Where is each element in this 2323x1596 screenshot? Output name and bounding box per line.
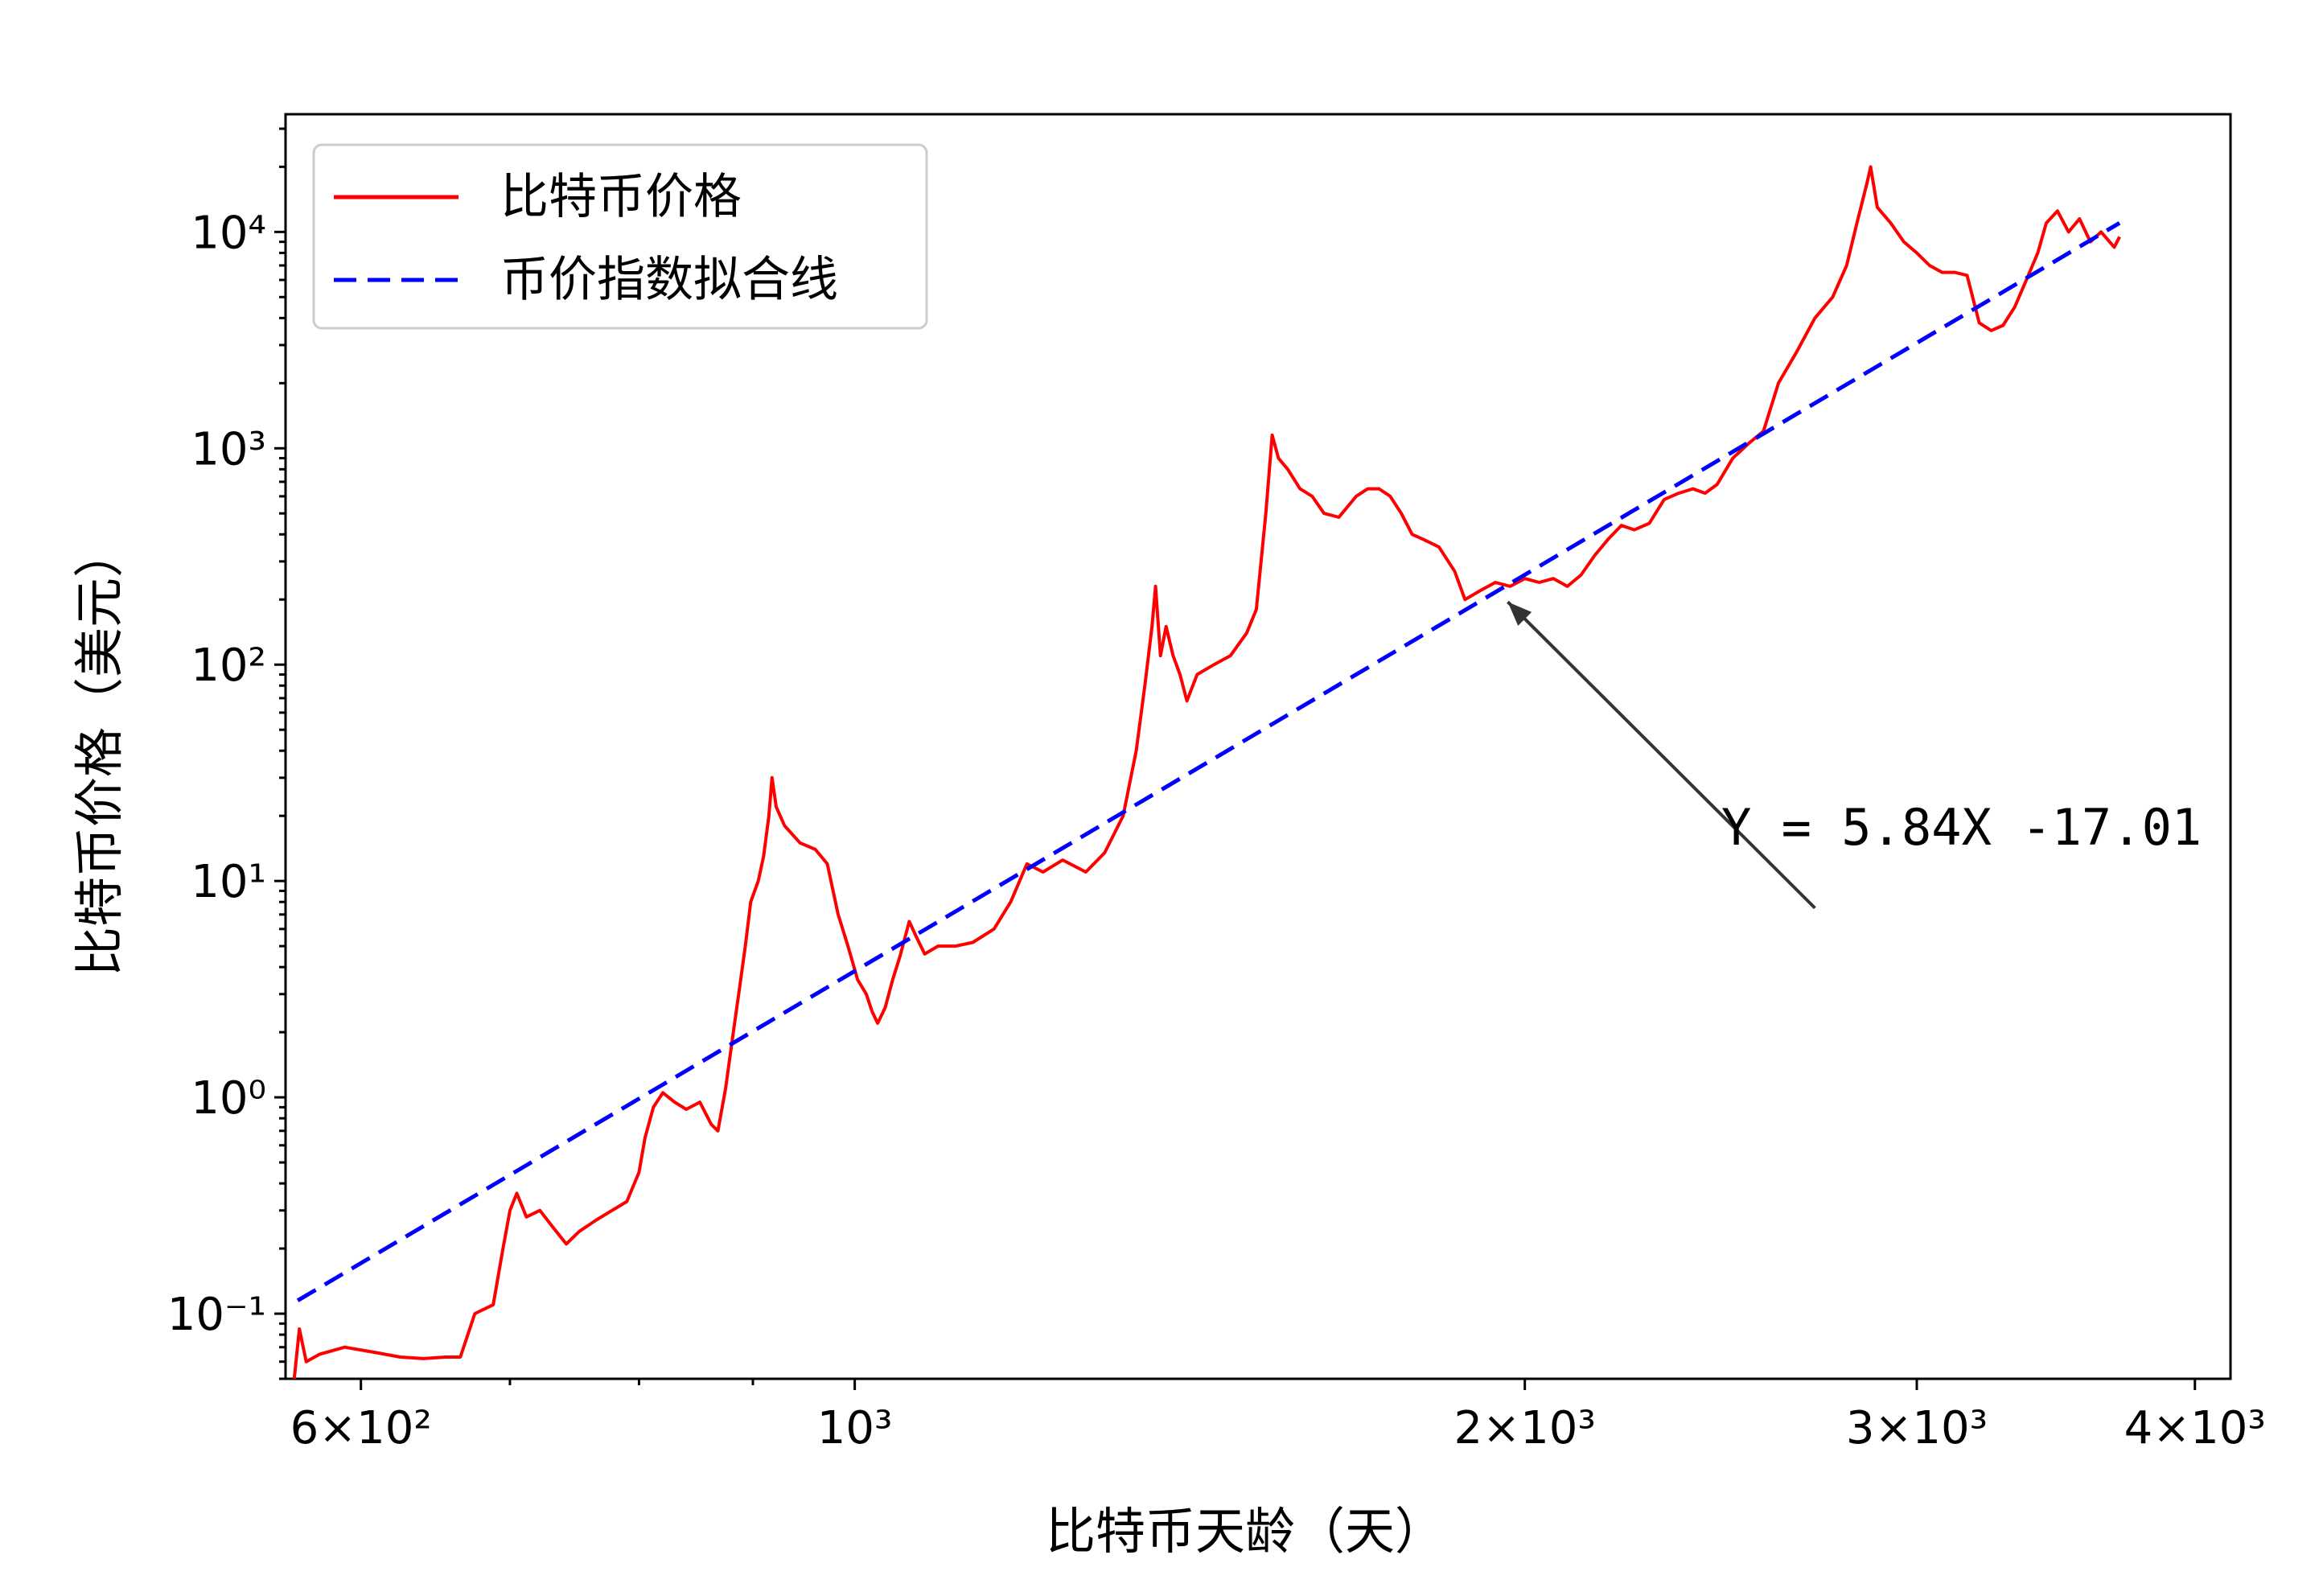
x-tick-label: 4×10³ [2124, 1402, 2266, 1454]
x-axis-label: 比特币天龄（天） [1046, 1502, 1445, 1561]
y-tick-label: 10⁻¹ [167, 1289, 266, 1341]
x-tick-label: 2×10³ [1454, 1402, 1596, 1454]
legend-label-price: 比特币价格 [500, 169, 742, 225]
annotation-text: Y = 5.84X -17.01 [1721, 798, 2202, 857]
x-axis: 6×10² 10³ 2×10³ 3×10³ 4×10³ [290, 1379, 2266, 1454]
legend-box [312, 143, 928, 330]
legend-label-fit: 币价指数拟合线 [500, 252, 838, 308]
plot-area-frame [284, 113, 2232, 1380]
y-axis-label: 比特币价格（美元） [70, 528, 129, 977]
fit-series-line [296, 221, 2121, 1302]
x-tick-label: 6×10² [290, 1402, 432, 1454]
x-tick-label: 10³ [817, 1402, 893, 1454]
y-tick-label: 10⁰ [191, 1072, 266, 1125]
legend: 比特币价格 币价指数拟合线 [312, 143, 928, 330]
plot-lines [292, 165, 2121, 1379]
y-tick-label: 10⁴ [191, 207, 266, 259]
price-series-line [292, 165, 2121, 1379]
y-tick-label: 10³ [191, 423, 266, 475]
annotation-arrowhead [1507, 602, 1532, 626]
annotation-arrow [1507, 600, 1816, 910]
y-axis: 10⁻¹ 10⁰ 10¹ 10² 10³ 10⁴ [167, 127, 286, 1380]
fit-equation-annotation: Y = 5.84X -17.01 [1507, 600, 2202, 910]
x-tick-label: 3×10³ [1846, 1402, 1988, 1454]
y-tick-label: 10¹ [191, 856, 266, 908]
y-tick-label: 10² [191, 640, 266, 692]
